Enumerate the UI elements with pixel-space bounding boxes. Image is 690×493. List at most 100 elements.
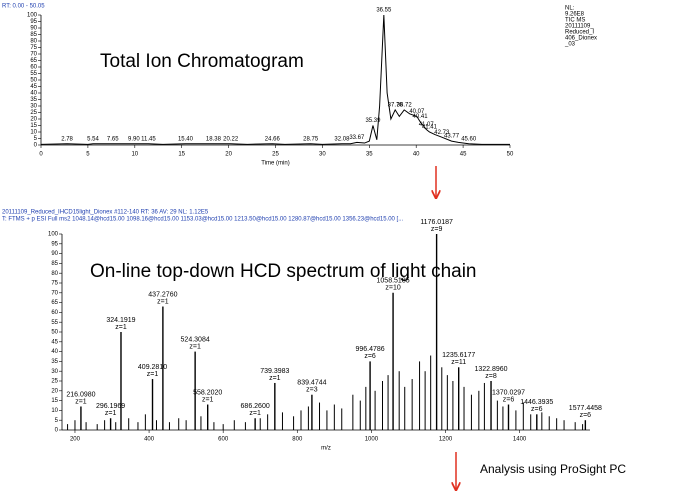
info-line: NL: bbox=[565, 6, 575, 12]
header: 20111109_Reduced_IHCD15light_Dionex #112… bbox=[2, 210, 209, 216]
peak-label: 839.4744 bbox=[297, 380, 326, 387]
peak-label: 5.54 bbox=[87, 136, 99, 142]
x-tick-label: 1200 bbox=[439, 437, 453, 443]
y-tick-label: 100 bbox=[48, 232, 59, 238]
y-tick-label: 20 bbox=[51, 388, 58, 394]
peak-charge: z=1 bbox=[189, 343, 201, 350]
y-tick-label: 10 bbox=[30, 130, 37, 136]
peak-charge: z=11 bbox=[451, 359, 466, 366]
peak-charge: z=6 bbox=[503, 396, 515, 403]
peak-charge: z=1 bbox=[202, 396, 214, 403]
x-tick-label: 20 bbox=[225, 152, 232, 158]
y-tick-label: 85 bbox=[51, 261, 58, 267]
x-tick-label: 1000 bbox=[365, 437, 379, 443]
peak-charge: z=1 bbox=[147, 371, 159, 378]
peak-label: 996.4786 bbox=[355, 346, 384, 353]
peak-charge: z=1 bbox=[249, 410, 261, 417]
x-tick-label: 5 bbox=[86, 152, 90, 158]
peak-label: 7.65 bbox=[107, 136, 119, 142]
y-tick-label: 0 bbox=[55, 428, 59, 434]
y-tick-label: 25 bbox=[30, 110, 37, 116]
y-tick-label: 50 bbox=[51, 330, 58, 336]
info-line: TIC MS bbox=[565, 18, 585, 24]
peak-label: 36.55 bbox=[376, 8, 392, 14]
y-tick-label: 65 bbox=[51, 300, 58, 306]
peak-label: 43.77 bbox=[444, 134, 460, 140]
y-tick-label: 0 bbox=[34, 143, 38, 149]
y-tick-label: 40 bbox=[51, 349, 58, 355]
peak-charge: z=3 bbox=[306, 387, 318, 394]
peak-label: 45.60 bbox=[461, 136, 477, 142]
x-tick-label: 40 bbox=[413, 152, 420, 158]
peak-label: 1176.0187 bbox=[420, 219, 453, 226]
peak-label: 42.73 bbox=[434, 130, 450, 136]
x-tick-label: 15 bbox=[178, 152, 185, 158]
peak-charge: z=6 bbox=[580, 412, 592, 419]
peak-label: 40.41 bbox=[413, 114, 429, 120]
y-tick-label: 85 bbox=[30, 32, 37, 38]
peak-label: 9.90 bbox=[128, 136, 140, 142]
header: RT: 0.00 - 50.05 bbox=[2, 4, 45, 10]
y-tick-label: 95 bbox=[51, 241, 58, 247]
chart-title: Total Ion Chromatogram bbox=[100, 51, 304, 72]
x-tick-label: 0 bbox=[39, 152, 43, 158]
peak-label: 1322.8960 bbox=[474, 366, 507, 373]
peak-label: 41.07 bbox=[419, 122, 435, 128]
peak-label: 32.08 bbox=[334, 136, 350, 142]
y-tick-label: 70 bbox=[30, 52, 37, 58]
y-tick-label: 30 bbox=[30, 104, 37, 110]
peak-label: 558.2020 bbox=[193, 389, 222, 396]
y-tick-label: 70 bbox=[51, 290, 58, 296]
y-tick-label: 25 bbox=[51, 379, 58, 385]
y-tick-label: 75 bbox=[30, 45, 37, 51]
y-tick-label: 65 bbox=[30, 58, 37, 64]
peak-label: 1370.0297 bbox=[492, 389, 525, 396]
y-tick-label: 15 bbox=[30, 123, 37, 129]
x-tick-label: 50 bbox=[507, 152, 514, 158]
x-tick-label: 30 bbox=[319, 152, 326, 158]
peak-charge: z=8 bbox=[485, 373, 497, 380]
peak-label: 37.76 bbox=[388, 102, 404, 108]
x-tick-label: 45 bbox=[460, 152, 467, 158]
y-tick-label: 35 bbox=[30, 97, 37, 103]
peak-label: 324.1919 bbox=[106, 317, 135, 324]
peak-charge: z=6 bbox=[364, 353, 376, 360]
peak-label: 40.07 bbox=[409, 109, 425, 115]
y-tick-label: 45 bbox=[51, 339, 58, 345]
y-tick-label: 90 bbox=[51, 251, 58, 257]
peak-label: 1235.6177 bbox=[442, 352, 475, 359]
peak-label: 739.3983 bbox=[260, 368, 289, 375]
peak-label: 20.22 bbox=[223, 136, 239, 142]
y-tick-label: 60 bbox=[30, 65, 37, 71]
y-tick-label: 100 bbox=[27, 13, 38, 19]
peak-label: 686.2600 bbox=[241, 403, 270, 410]
peak-label: 38.72 bbox=[397, 102, 413, 108]
peak-label: 524.3084 bbox=[181, 336, 210, 343]
peak-charge: z=1 bbox=[157, 298, 169, 305]
peak-label: 28.75 bbox=[303, 136, 319, 142]
peak-label: 1577.4458 bbox=[569, 405, 602, 412]
x-tick-label: 35 bbox=[366, 152, 373, 158]
x-tick-label: 10 bbox=[131, 152, 138, 158]
info-line: 406_Dionex bbox=[565, 36, 597, 42]
peak-charge: z=9 bbox=[431, 226, 443, 233]
peak-charge: z=1 bbox=[269, 375, 281, 382]
chart-title: On-line top-down HCD spectrum of light c… bbox=[90, 261, 477, 282]
peak-label: 216.0980 bbox=[66, 391, 95, 398]
info-line: _03 bbox=[564, 42, 576, 48]
x-tick-label: 600 bbox=[218, 437, 229, 443]
y-tick-label: 45 bbox=[30, 84, 37, 90]
footer-note: Analysis using ProSight PC bbox=[480, 462, 626, 476]
header: T: FTMS + p ESI Full ms2 1048.14@hcd15.0… bbox=[2, 217, 404, 223]
y-tick-label: 5 bbox=[55, 418, 59, 424]
y-tick-label: 40 bbox=[30, 91, 37, 97]
peak-label: 41.41 bbox=[422, 125, 438, 131]
info-line: 20111109_ bbox=[565, 24, 594, 30]
x-tick-label: 25 bbox=[272, 152, 279, 158]
x-tick-label: 800 bbox=[292, 437, 303, 443]
y-tick-label: 10 bbox=[51, 408, 58, 414]
peak-label: 35.39 bbox=[365, 118, 381, 124]
peak-label: 409.2810 bbox=[138, 364, 167, 371]
peak-charge: z=6 bbox=[531, 406, 543, 413]
